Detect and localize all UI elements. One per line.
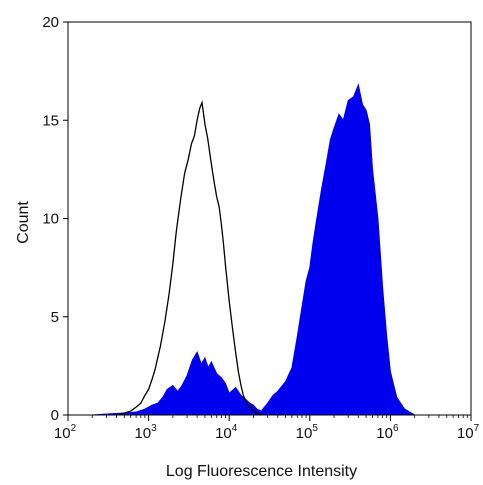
series-outline-histogram	[116, 100, 262, 416]
axes-layer: 0 5 10 15 20 102 103 104 105 106 107	[42, 14, 479, 442]
series-filled-histogram	[92, 83, 417, 416]
x-tick-label: 104	[215, 423, 238, 442]
x-tick-label: 106	[376, 423, 399, 442]
x-tick-label: 103	[134, 423, 157, 442]
x-tick-label: 102	[54, 423, 77, 442]
plot-frame	[67, 21, 472, 416]
y-tick-label: 15	[42, 112, 59, 129]
y-axis-title: Count	[15, 201, 32, 244]
x-tick-label: 107	[457, 423, 480, 442]
series-layer	[92, 83, 417, 416]
y-tick-label: 10	[42, 211, 59, 228]
y-tick-label: 20	[42, 14, 59, 31]
y-tick-label: 5	[51, 309, 59, 326]
y-tick-label: 0	[51, 407, 59, 424]
x-tick-label: 105	[296, 423, 319, 442]
x-axis-title: Log Fluorescence Intensity	[166, 463, 357, 480]
